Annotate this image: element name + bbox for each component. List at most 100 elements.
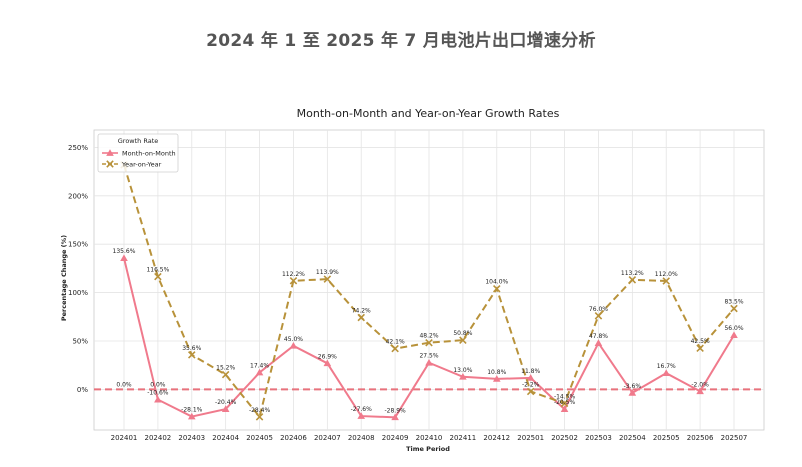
year-on-year-point <box>357 313 365 322</box>
month-on-month-point <box>560 405 569 413</box>
year-on-year-data-label: 116.5% <box>146 267 169 274</box>
year-on-year-point <box>696 344 704 352</box>
x-tick-label: 202501 <box>517 434 544 442</box>
x-tick-label: 202503 <box>585 434 612 442</box>
month-on-month-point <box>154 395 162 403</box>
x-tick-label: 202505 <box>653 434 680 442</box>
year-on-year-data-label: 74.2% <box>352 308 371 315</box>
year-on-year-point <box>493 284 501 293</box>
page-title: 2024 年 1 至 2025 年 7 月电池片出口增速分析 <box>206 31 596 51</box>
month-on-month-data-label: 26.9% <box>318 353 337 360</box>
x-tick-label: 202406 <box>280 434 307 442</box>
x-marker-stroke <box>154 272 162 281</box>
x-marker-stroke <box>221 370 230 379</box>
series-layer <box>120 161 738 421</box>
zero-data-label: 0.0% <box>116 381 132 388</box>
x-tick-label: 202401 <box>111 434 138 442</box>
month-on-month-data-label: -28.1% <box>181 407 203 414</box>
x-marker-stroke <box>459 336 467 344</box>
month-on-month-data-label: 13.0% <box>453 367 472 374</box>
x-marker-stroke <box>628 276 637 284</box>
month-on-month-point <box>594 339 603 346</box>
year-on-year-data-label: 112.0% <box>655 271 678 278</box>
year-on-year-data-label: 35.6% <box>182 345 201 352</box>
year-on-year-point <box>289 277 298 285</box>
year-on-year-point <box>154 272 162 281</box>
month-on-month-data-label: -3.6% <box>624 383 642 390</box>
year-on-year-data-label: 42.5% <box>691 338 710 345</box>
month-on-month-point <box>662 369 671 377</box>
x-marker-stroke <box>662 277 670 285</box>
month-on-month-point <box>255 368 264 376</box>
y-tick-label: 0% <box>77 386 88 394</box>
month-on-month-data-label: 17.4% <box>250 363 269 370</box>
x-marker-stroke <box>493 284 501 293</box>
year-on-year-point <box>323 275 332 283</box>
year-on-year-point <box>188 351 196 359</box>
month-on-month-data-label: 11.8% <box>521 368 540 375</box>
month-on-month-point <box>526 374 535 381</box>
month-on-month-data-label: 56.0% <box>724 325 743 332</box>
month-on-month-point <box>730 331 738 339</box>
x-axis-ticks: 202401 202402 202403 202404 202405 202406 2024… <box>111 434 748 442</box>
x-marker-stroke <box>188 351 196 359</box>
year-on-year-point <box>391 344 399 353</box>
month-on-month-point <box>459 372 467 380</box>
x-tick-label: 202410 <box>416 434 443 442</box>
x-tick-label: 202403 <box>178 434 205 442</box>
x-marker-stroke <box>106 160 114 168</box>
x-tick-label: 202412 <box>483 434 510 442</box>
legend-marker-year-on-year <box>106 160 114 168</box>
year-on-year-point <box>730 304 738 313</box>
legend-marker-month-on-month <box>106 149 114 156</box>
year-on-year-data-label: -14.5% <box>554 393 576 400</box>
year-on-year-data-label: 83.5% <box>724 299 743 306</box>
month-on-month-point <box>323 359 332 367</box>
y-axis-ticks: 0% 50% 100% 150% 200% 250% <box>68 144 88 394</box>
year-on-year-data-label: 76.0% <box>589 306 608 313</box>
month-on-month-data-label: 16.7% <box>657 363 676 370</box>
y-tick-label: 50% <box>72 337 88 345</box>
month-on-month-point <box>492 375 501 382</box>
month-on-month-point <box>628 389 637 396</box>
month-on-month-data-label: -28.9% <box>384 407 406 414</box>
year-on-year-point <box>255 413 264 421</box>
legend-label-month-on-month: Month-on-Month <box>122 149 176 157</box>
x-marker-stroke <box>526 387 535 396</box>
month-on-month-data-label: -2.0% <box>691 381 709 388</box>
month-on-month-data-label: 47.8% <box>589 333 608 340</box>
month-on-month-point <box>357 412 366 419</box>
x-tick-label: 202402 <box>145 434 172 442</box>
month-on-month-point <box>391 413 399 421</box>
x-tick-label: 202404 <box>212 434 239 442</box>
year-on-year-data-label: 113.2% <box>621 270 644 277</box>
x-tick-label: 202411 <box>450 434 477 442</box>
year-on-year-data-label: -2.2% <box>522 381 540 388</box>
x-tick-label: 202504 <box>619 434 646 442</box>
x-marker-stroke <box>560 399 569 408</box>
x-tick-label: 202502 <box>551 434 578 442</box>
month-on-month-data-label: -20.5% <box>554 399 576 406</box>
x-tick-label: 202507 <box>721 434 748 442</box>
legend-title: Growth Rate <box>118 137 159 145</box>
month-on-month-point <box>425 358 433 366</box>
month-on-month-data-label: 45.0% <box>284 336 303 343</box>
year-on-year-point <box>594 312 603 320</box>
y-axis-label: Percentage Change (%) <box>60 235 68 321</box>
month-on-month-data-label: 10.8% <box>487 369 506 376</box>
x-tick-label: 202409 <box>382 434 409 442</box>
x-tick-label: 202408 <box>348 434 375 442</box>
month-on-month-data-label: 27.5% <box>419 353 438 360</box>
x-marker-stroke <box>696 344 704 352</box>
month-on-month-data-label: -10.6% <box>147 390 169 397</box>
year-on-year-point <box>560 399 569 408</box>
legend-label-year-on-year: Year-on-Year <box>121 160 162 168</box>
x-marker-stroke <box>391 344 399 353</box>
x-marker-stroke <box>425 338 433 347</box>
y-tick-label: 200% <box>68 192 88 200</box>
month-on-month-point <box>120 254 128 261</box>
y-tick-label: 100% <box>68 289 88 297</box>
year-on-year-data-label: 42.1% <box>386 339 405 346</box>
month-on-month-point <box>289 342 298 349</box>
x-marker-stroke <box>594 312 603 320</box>
